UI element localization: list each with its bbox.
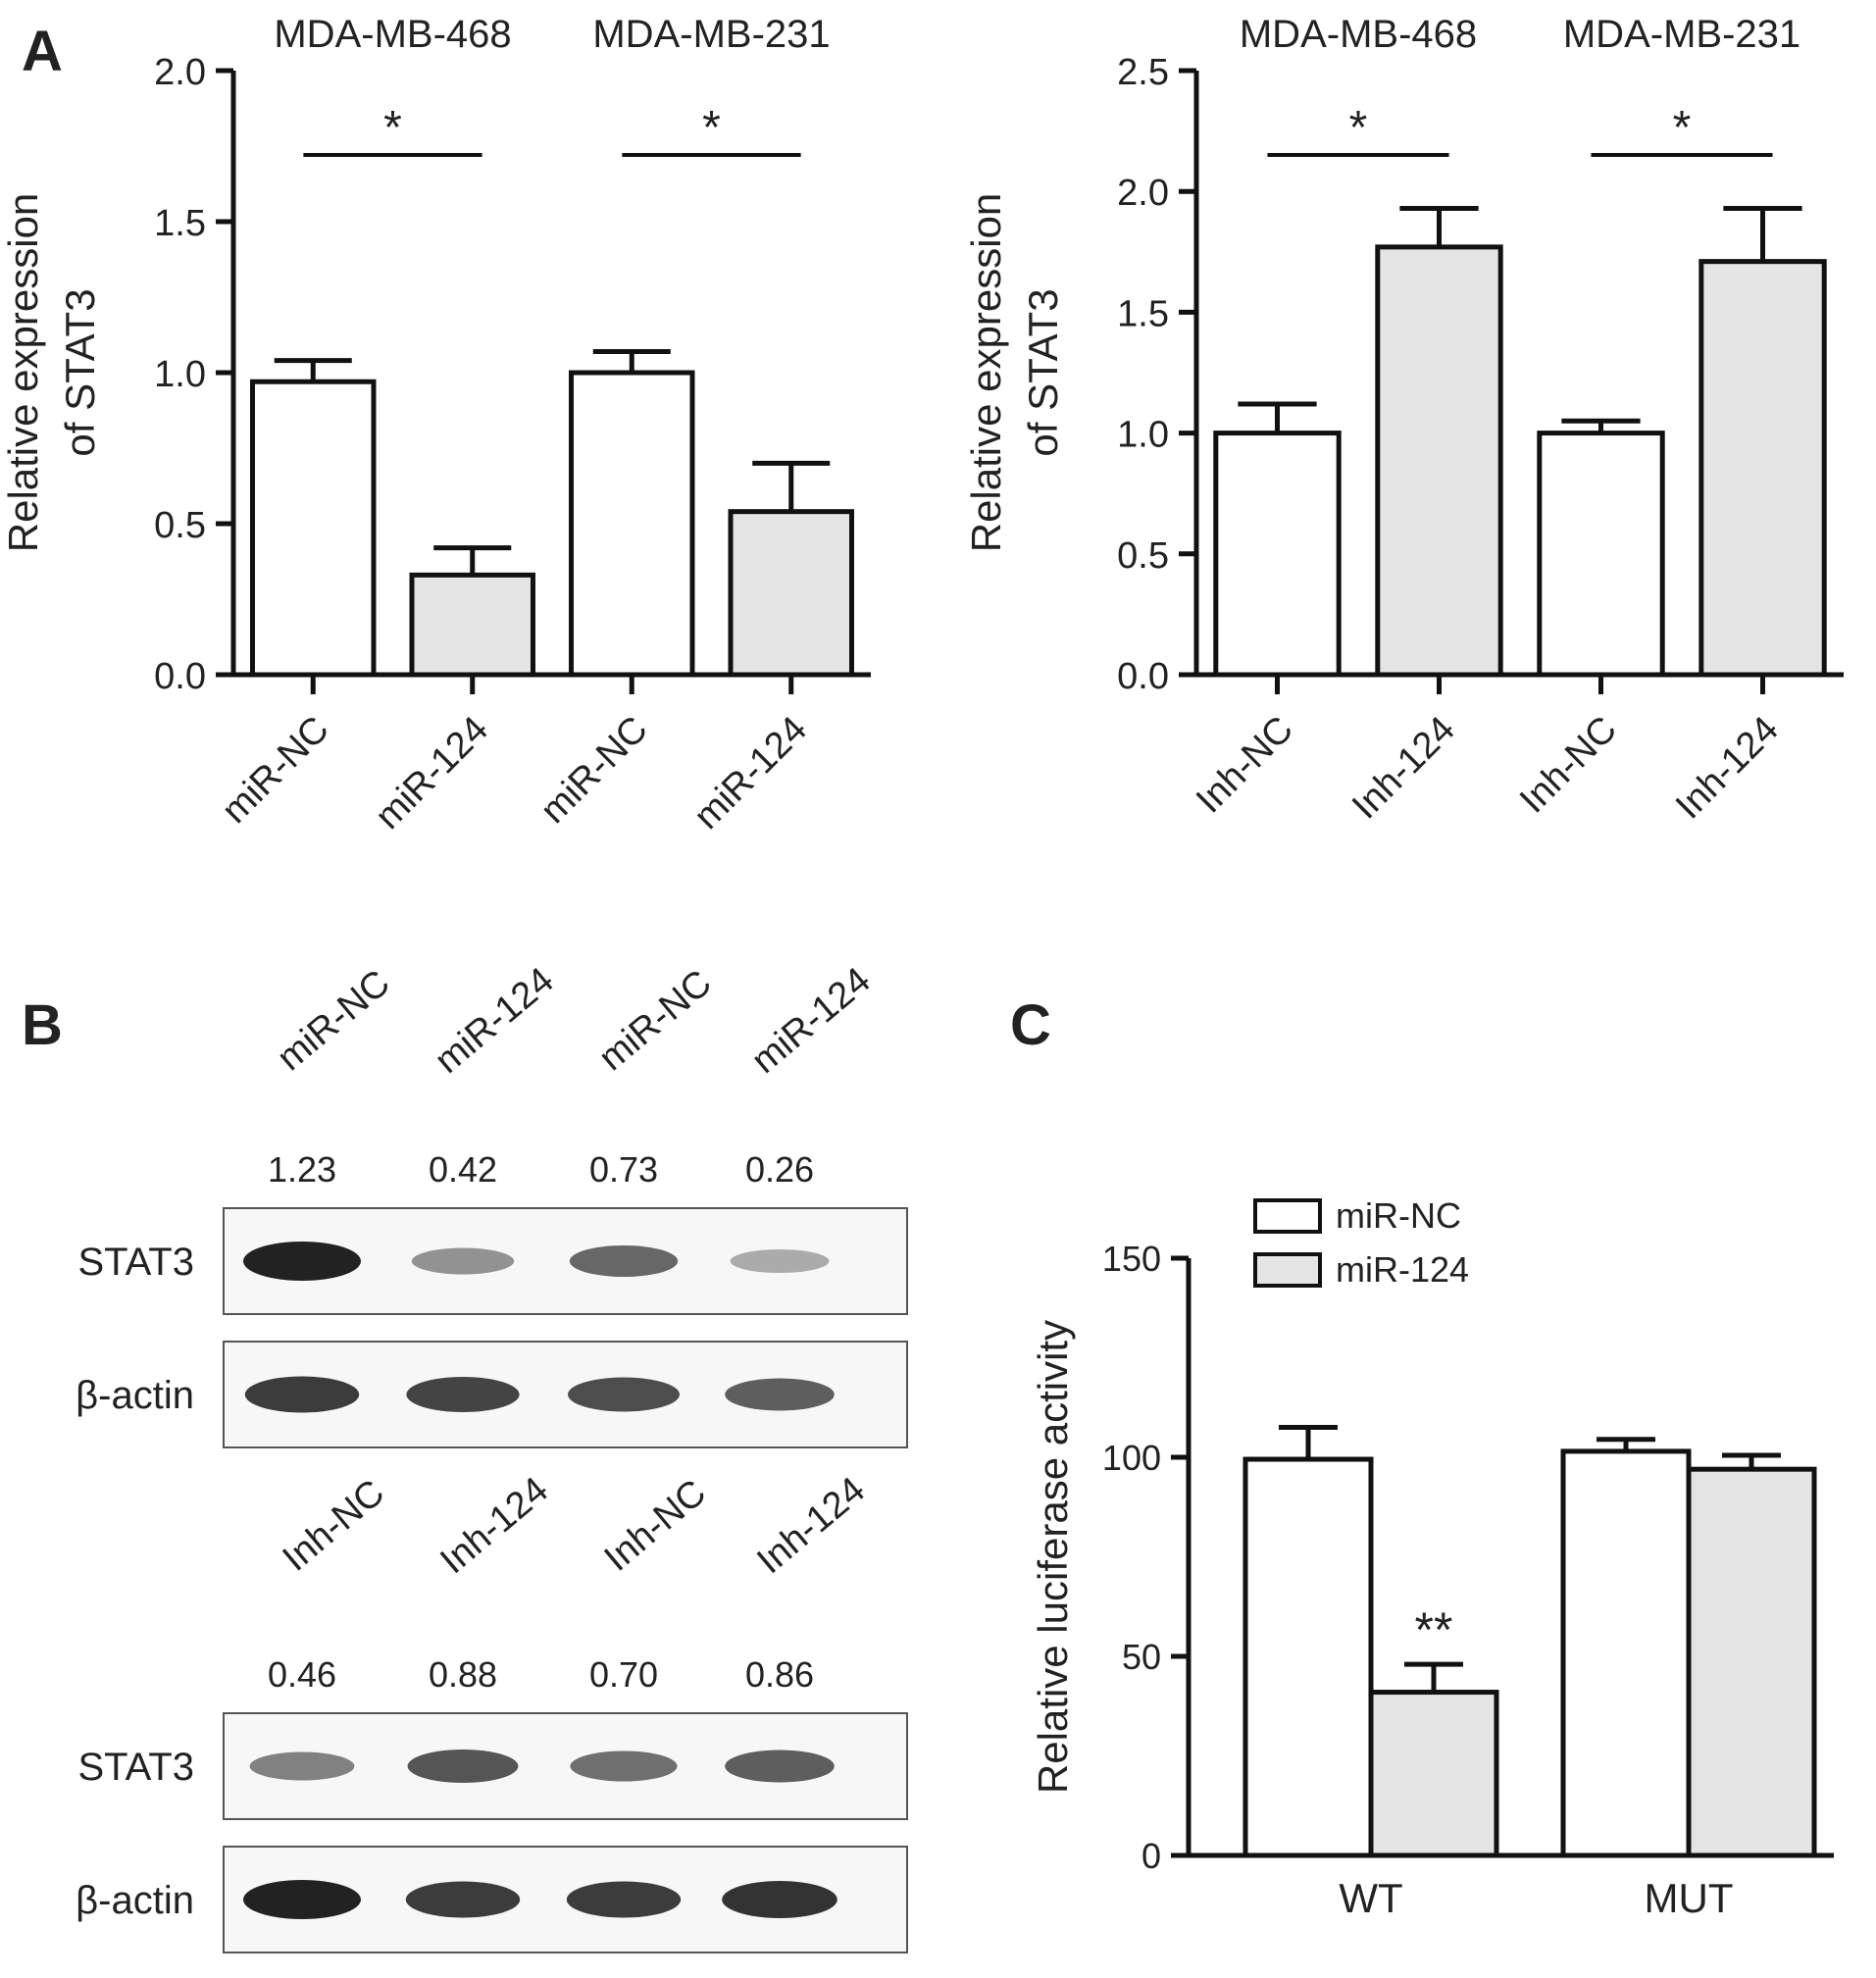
y-tick-label: 1.0 <box>154 354 206 395</box>
y-tick-label: 50 <box>1122 1637 1161 1677</box>
blot-band <box>243 1880 361 1919</box>
significance-label: * <box>702 102 721 154</box>
y-axis-label: Relative luciferase activity <box>1030 1320 1076 1794</box>
y-tick-label: 1.5 <box>1117 293 1169 334</box>
blot-band <box>407 1750 519 1783</box>
blot-band <box>568 1377 680 1412</box>
panel-label-a: A <box>22 20 63 83</box>
bar <box>1375 244 1503 678</box>
bar <box>1699 259 1827 678</box>
y-tick-label: 2.5 <box>1117 52 1169 93</box>
y-tick-label: 150 <box>1102 1239 1161 1279</box>
blot-band <box>722 1881 837 1918</box>
y-tick-label: 0.5 <box>154 505 206 546</box>
x-tick-label: MUT <box>1645 1875 1734 1921</box>
y-tick-label: 0.0 <box>154 656 206 697</box>
quantification-value: 0.70 <box>589 1654 658 1695</box>
y-axis-label: Relative expression <box>0 193 46 553</box>
blot-band <box>249 1751 355 1781</box>
quantification-value: 0.73 <box>589 1149 658 1190</box>
blot-band <box>570 1750 678 1782</box>
panel-label-b: B <box>22 993 63 1057</box>
y-tick-label: 0.0 <box>1117 656 1169 697</box>
y-axis-label: of STAT3 <box>1020 288 1066 456</box>
bar <box>569 370 695 678</box>
blot-band <box>244 1376 360 1413</box>
quantification-value: 0.26 <box>745 1149 814 1190</box>
panel-label-c: C <box>1010 993 1051 1057</box>
y-tick-label: 1.0 <box>1117 415 1169 456</box>
chart-c: 0 50 100 150 Relative luciferase activity WT M… <box>1030 1195 1834 1921</box>
legend-swatch <box>1253 1252 1322 1288</box>
blot-band <box>411 1247 515 1275</box>
blot-row-label: β-actin <box>76 1374 194 1417</box>
bar <box>1213 431 1342 678</box>
group-title: MDA-MB-231 <box>592 13 830 56</box>
bar <box>1242 1456 1374 1858</box>
bar <box>409 572 535 678</box>
bar <box>250 379 377 678</box>
y-tick-label: 2.0 <box>1117 173 1169 214</box>
significance-label: * <box>1673 102 1692 154</box>
legend-swatch <box>1253 1198 1322 1234</box>
legend-label: miR-124 <box>1336 1249 1469 1290</box>
bar <box>1560 1448 1692 1858</box>
significance-label: ** <box>1415 1602 1453 1657</box>
legend-label: miR-NC <box>1336 1195 1461 1236</box>
group-title: MDA-MB-468 <box>1240 13 1477 56</box>
blot-band <box>405 1881 521 1918</box>
blot-band <box>566 1881 682 1918</box>
quantification-value: 1.23 <box>268 1149 336 1190</box>
blot-band <box>725 1750 835 1783</box>
blot-band <box>243 1242 361 1281</box>
blot-band <box>569 1245 679 1277</box>
bar <box>1368 1690 1499 1858</box>
blot-row-label: β-actin <box>76 1879 194 1922</box>
blot-band <box>730 1249 830 1273</box>
significance-label: * <box>1349 102 1368 154</box>
y-axis-label: Relative expression <box>963 193 1009 553</box>
y-axis-label: of STAT3 <box>57 288 103 456</box>
bar <box>1686 1466 1817 1858</box>
blot-row-label: STAT3 <box>77 1241 194 1284</box>
group-title: MDA-MB-468 <box>274 13 511 56</box>
bar <box>728 509 854 678</box>
y-tick-label: 0.5 <box>1117 535 1169 577</box>
blot-band <box>725 1378 835 1411</box>
quantification-value: 0.86 <box>745 1654 814 1695</box>
x-tick-label: WT <box>1339 1875 1402 1921</box>
y-tick-label: 1.5 <box>154 203 206 244</box>
group-title: MDA-MB-231 <box>1563 13 1800 56</box>
quantification-value: 0.88 <box>429 1654 497 1695</box>
blot-row-label: STAT3 <box>77 1746 194 1789</box>
significance-label: * <box>383 102 402 154</box>
quantification-value: 0.42 <box>429 1149 497 1190</box>
quantification-value: 0.46 <box>268 1654 336 1695</box>
y-tick-label: 100 <box>1102 1438 1161 1478</box>
y-tick-label: 0 <box>1141 1836 1161 1876</box>
y-tick-label: 2.0 <box>154 52 206 93</box>
blot-band <box>406 1377 520 1412</box>
bar <box>1537 431 1665 678</box>
